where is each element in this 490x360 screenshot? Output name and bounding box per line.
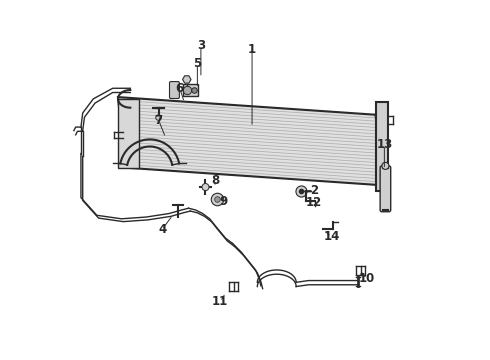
- Text: 1: 1: [248, 43, 256, 56]
- Text: 11: 11: [212, 295, 228, 308]
- Text: 9: 9: [220, 195, 228, 208]
- Polygon shape: [375, 102, 388, 190]
- Text: 5: 5: [193, 57, 201, 70]
- FancyBboxPatch shape: [170, 82, 179, 99]
- Text: 3: 3: [197, 40, 205, 53]
- Text: 2: 2: [310, 184, 318, 197]
- Text: 6: 6: [175, 82, 184, 95]
- Text: 7: 7: [154, 113, 163, 126]
- Text: 10: 10: [359, 272, 375, 285]
- Text: 14: 14: [323, 230, 340, 243]
- Text: 4: 4: [158, 223, 166, 236]
- Circle shape: [202, 184, 209, 190]
- Polygon shape: [183, 76, 191, 83]
- FancyBboxPatch shape: [380, 166, 391, 212]
- Polygon shape: [118, 97, 383, 185]
- FancyBboxPatch shape: [183, 84, 198, 96]
- Polygon shape: [118, 99, 139, 168]
- Circle shape: [156, 115, 161, 120]
- Text: 12: 12: [306, 197, 322, 210]
- Text: 8: 8: [211, 174, 219, 186]
- Text: 13: 13: [376, 138, 392, 151]
- Circle shape: [382, 162, 389, 170]
